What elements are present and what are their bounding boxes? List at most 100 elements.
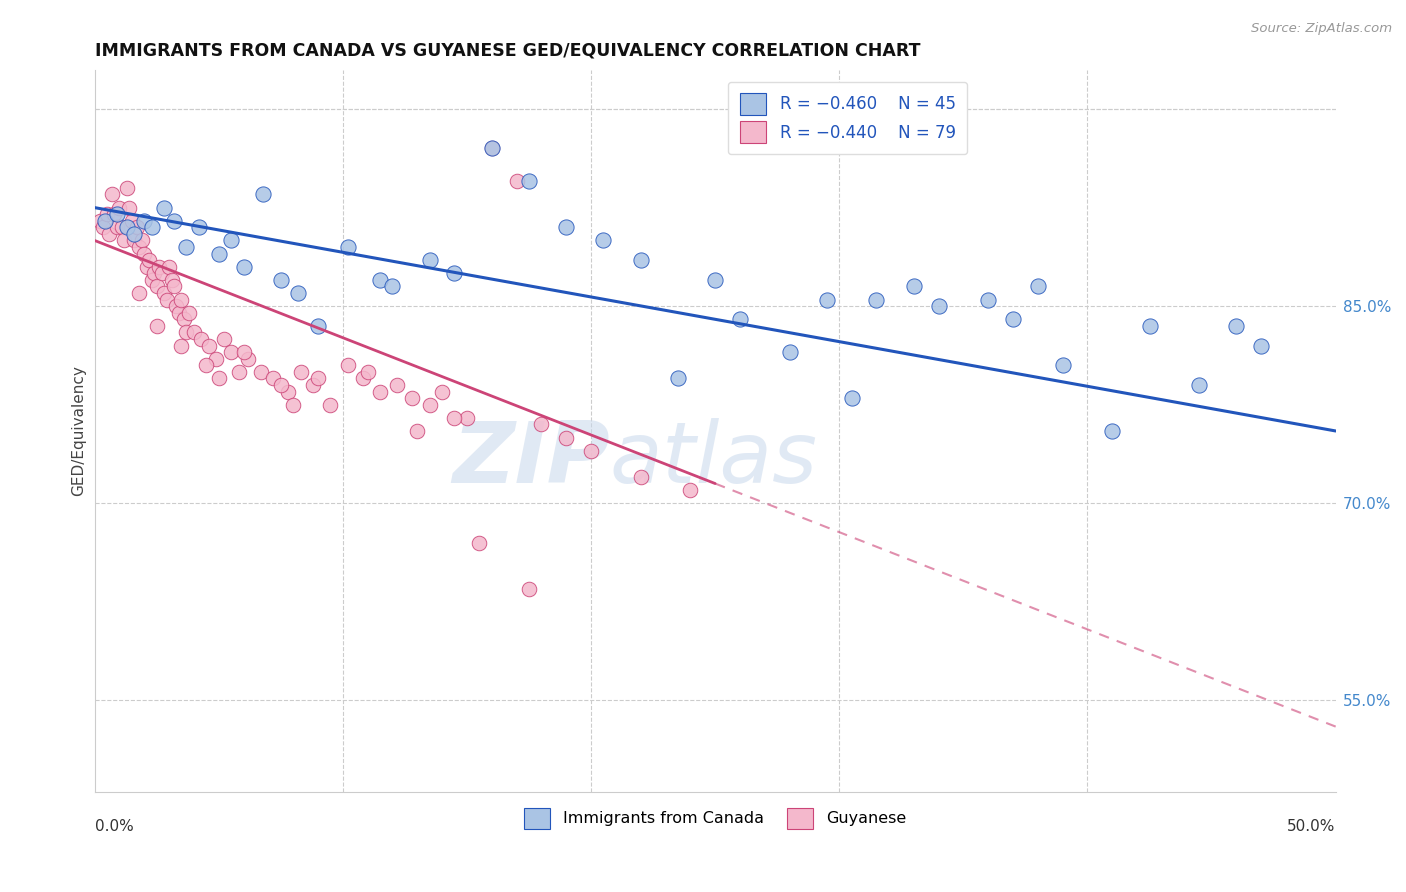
Point (96, 207, 118, 221)
Point (103, 207, 125, 221)
Point (336, 240, 359, 254)
Point (1139, 318, 1161, 333)
Point (728, 312, 751, 326)
Point (456, 410, 478, 425)
Point (173, 312, 195, 326)
Point (419, 253, 441, 268)
Point (262, 371, 284, 385)
Point (141, 220, 163, 235)
Point (977, 293, 1000, 307)
Text: 50.0%: 50.0% (1288, 819, 1336, 834)
Point (141, 273, 163, 287)
Point (101, 187, 124, 202)
Point (238, 351, 260, 366)
Point (195, 359, 218, 373)
Point (579, 443, 602, 458)
Point (281, 398, 304, 412)
Point (125, 220, 148, 235)
Point (1026, 279, 1049, 293)
Point (108, 201, 131, 215)
Point (124, 227, 146, 241)
Text: atlas: atlas (610, 418, 818, 501)
Point (128, 285, 150, 300)
Point (356, 365, 378, 379)
Point (302, 378, 325, 392)
Point (150, 266, 173, 280)
Point (93, 213, 115, 227)
Point (219, 345, 242, 359)
Point (505, 174, 527, 188)
Point (148, 260, 170, 274)
Point (270, 378, 292, 392)
Point (177, 306, 200, 320)
Point (89, 213, 111, 227)
Point (368, 384, 391, 399)
Text: ZIP: ZIP (451, 418, 610, 501)
Point (903, 279, 925, 293)
Point (153, 201, 176, 215)
Point (228, 365, 250, 379)
Point (481, 141, 503, 155)
Legend: Immigrants from Canada, Guyanese: Immigrants from Canada, Guyanese (517, 802, 912, 835)
Point (401, 391, 423, 405)
Point (307, 371, 329, 385)
Point (205, 351, 228, 366)
Point (219, 234, 242, 248)
Point (1001, 312, 1024, 326)
Point (592, 234, 614, 248)
Point (336, 359, 359, 373)
Point (666, 371, 689, 385)
Point (290, 365, 312, 379)
Point (145, 318, 167, 333)
Point (135, 260, 157, 274)
Point (555, 431, 578, 445)
Point (232, 260, 254, 274)
Point (145, 279, 167, 293)
Point (124, 234, 146, 248)
Point (105, 207, 128, 221)
Point (190, 332, 212, 346)
Point (530, 417, 553, 432)
Point (381, 279, 404, 293)
Point (630, 470, 652, 484)
Point (134, 213, 156, 227)
Point (134, 246, 156, 260)
Point (155, 293, 177, 307)
Point (319, 398, 342, 412)
Y-axis label: GED/Equivalency: GED/Equivalency (72, 366, 86, 497)
Text: 0.0%: 0.0% (94, 819, 134, 834)
Point (815, 293, 838, 307)
Point (183, 326, 205, 340)
Point (928, 299, 950, 313)
Point (115, 181, 138, 195)
Point (187, 220, 209, 235)
Point (212, 332, 235, 346)
Point (170, 338, 193, 352)
Point (1101, 424, 1123, 438)
Point (270, 273, 292, 287)
Point (98, 227, 121, 241)
Point (128, 240, 150, 254)
Point (252, 187, 274, 202)
Point (115, 220, 138, 235)
Point (468, 535, 491, 549)
Text: Source: ZipAtlas.com: Source: ZipAtlas.com (1251, 22, 1392, 36)
Point (105, 220, 128, 235)
Point (1250, 338, 1272, 352)
Point (555, 220, 578, 235)
Point (131, 234, 153, 248)
Point (167, 306, 190, 320)
Point (352, 371, 374, 385)
Point (91, 220, 114, 235)
Point (865, 293, 887, 307)
Point (368, 273, 391, 287)
Point (153, 285, 176, 300)
Point (118, 201, 141, 215)
Point (287, 285, 309, 300)
Point (176, 326, 198, 340)
Point (163, 279, 186, 293)
Point (111, 220, 134, 235)
Point (1052, 359, 1074, 373)
Point (138, 253, 160, 268)
Point (443, 266, 465, 280)
